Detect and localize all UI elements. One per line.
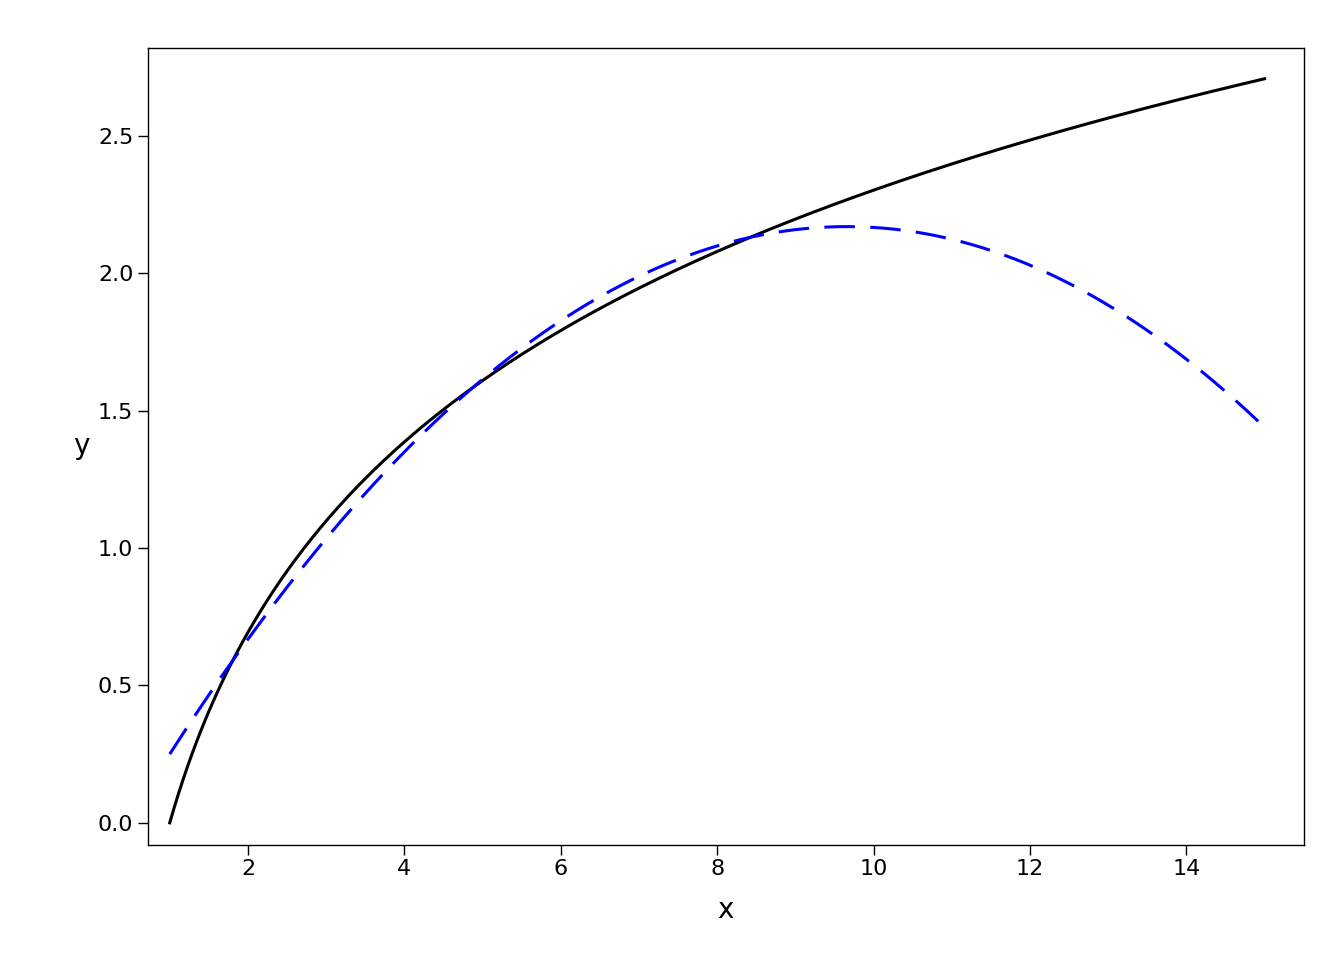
Y-axis label: y: y <box>73 432 89 461</box>
X-axis label: x: x <box>718 896 734 924</box>
